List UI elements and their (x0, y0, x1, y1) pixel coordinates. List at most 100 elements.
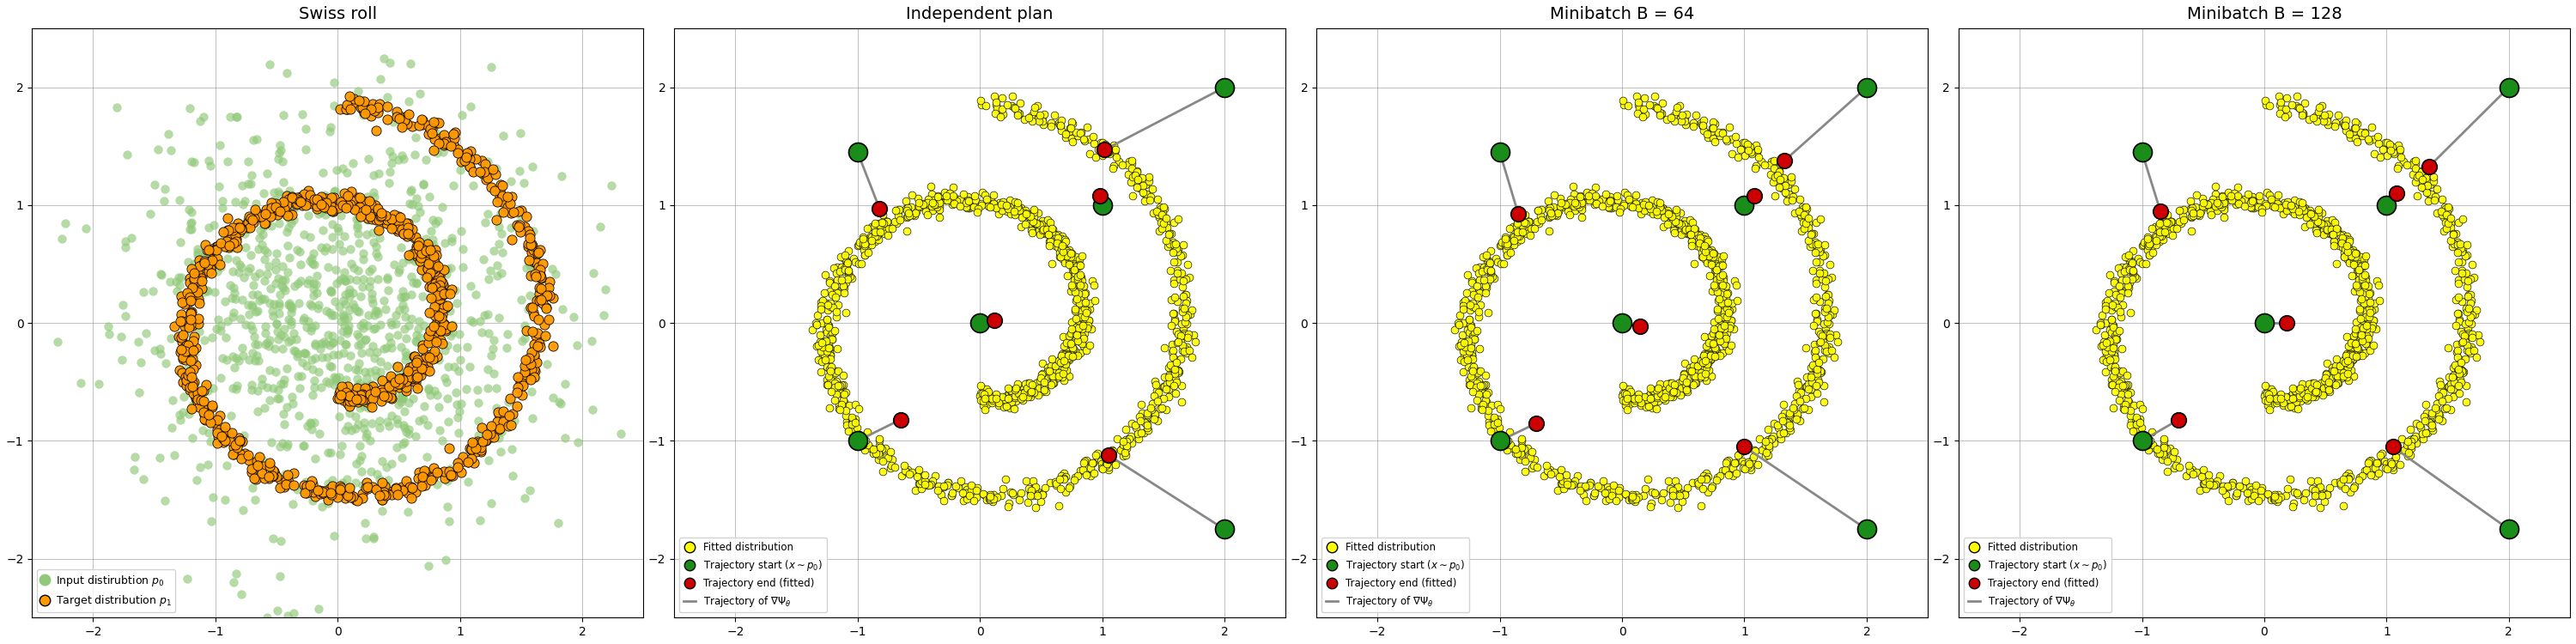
Point (1051, 252, 1092, 262)
Point (2110, 256, 2151, 266)
Point (953, 202, 994, 213)
Point (340, 291, 381, 301)
Point (842, 245, 884, 255)
Point (827, 265, 868, 276)
Point (2184, 477, 2226, 488)
Point (263, 324, 304, 334)
Point (2409, 417, 2450, 428)
Point (301, 242, 343, 252)
Point (2360, 450, 2401, 460)
Point (2277, 489, 2318, 500)
Point (294, 278, 335, 289)
Point (1636, 209, 1677, 220)
Point (471, 62, 513, 72)
Point (1010, 218, 1051, 228)
Point (1056, 128, 1097, 138)
Point (871, 460, 912, 471)
Point (2321, 373, 2362, 383)
Point (801, 350, 842, 361)
Point (2295, 388, 2336, 399)
Point (806, 314, 848, 325)
Point (2439, 247, 2481, 257)
Point (2447, 250, 2488, 260)
Point (1074, 468, 1115, 478)
Point (1082, 137, 1123, 147)
Point (1770, 425, 1811, 435)
Point (211, 236, 252, 247)
Point (2401, 422, 2442, 433)
Point (2437, 217, 2478, 227)
Point (345, 478, 386, 488)
Point (518, 247, 559, 258)
Point (2293, 389, 2334, 399)
Point (2455, 352, 2496, 362)
Point (332, 263, 374, 273)
Point (920, 204, 961, 214)
Point (2419, 376, 2460, 386)
Point (1736, 160, 1777, 171)
Point (464, 167, 505, 177)
Point (2303, 229, 2344, 240)
Point (806, 375, 848, 385)
Point (299, 366, 340, 377)
Point (2339, 295, 2380, 305)
Point (858, 218, 899, 228)
Point (162, 297, 204, 307)
Point (204, 296, 245, 307)
Point (886, 211, 927, 222)
Point (479, 424, 520, 434)
Point (361, 207, 402, 218)
Point (2331, 350, 2372, 361)
Point (366, 114, 407, 124)
Point (350, 111, 392, 122)
Point (227, 222, 268, 232)
Point (2365, 457, 2406, 467)
Point (886, 196, 927, 206)
Point (2331, 335, 2372, 345)
Point (1030, 361, 1072, 371)
Point (355, 469, 397, 479)
Point (106, 150, 147, 160)
Point (319, 238, 361, 249)
Point (876, 205, 917, 215)
Point (1455, 383, 1497, 393)
Point (1151, 229, 1193, 239)
Point (232, 279, 273, 290)
Point (2318, 377, 2360, 388)
Point (1450, 364, 1492, 374)
Point (392, 185, 433, 195)
Point (1154, 388, 1195, 399)
Point (1759, 166, 1801, 176)
Point (2316, 354, 2357, 364)
Point (371, 158, 412, 169)
Point (933, 200, 974, 210)
Point (1458, 288, 1499, 298)
Point (2202, 198, 2244, 208)
Point (374, 374, 415, 384)
Point (976, 395, 1018, 405)
Point (837, 434, 878, 444)
Point (572, 404, 613, 415)
Point (1048, 335, 1090, 345)
Point (1803, 251, 1844, 261)
Point (2172, 464, 2213, 475)
Point (402, 478, 443, 488)
Point (1154, 316, 1195, 326)
Point (899, 478, 940, 489)
Point (1082, 464, 1123, 474)
Point (1054, 285, 1095, 295)
Point (1749, 434, 1790, 444)
Point (2136, 240, 2177, 250)
Point (2424, 202, 2465, 213)
Point (1038, 371, 1079, 381)
Point (1589, 202, 1631, 213)
Point (1154, 380, 1195, 390)
Point (845, 238, 886, 248)
Point (198, 411, 240, 421)
Point (222, 294, 263, 305)
Point (513, 364, 554, 374)
Point (2087, 356, 2128, 366)
Point (1056, 336, 1097, 346)
Point (2488, 524, 2530, 535)
Point (1123, 196, 1164, 206)
